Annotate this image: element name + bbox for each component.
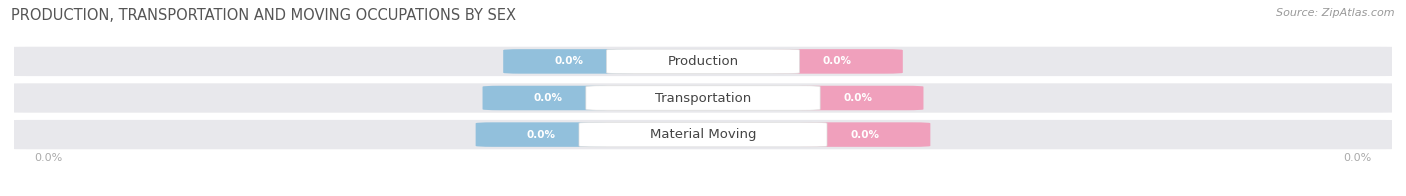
Text: 0.0%: 0.0% (527, 130, 555, 140)
FancyBboxPatch shape (0, 46, 1406, 77)
FancyBboxPatch shape (579, 122, 827, 147)
FancyBboxPatch shape (772, 49, 903, 74)
FancyBboxPatch shape (0, 82, 1406, 114)
FancyBboxPatch shape (793, 86, 924, 110)
Text: 0.0%: 0.0% (554, 56, 583, 66)
Text: Source: ZipAtlas.com: Source: ZipAtlas.com (1277, 8, 1395, 18)
Text: 0.0%: 0.0% (35, 153, 63, 163)
FancyBboxPatch shape (0, 119, 1406, 150)
Text: 0.0%: 0.0% (844, 93, 873, 103)
Text: Material Moving: Material Moving (650, 128, 756, 141)
Text: 0.0%: 0.0% (1343, 153, 1371, 163)
FancyBboxPatch shape (586, 86, 820, 110)
FancyBboxPatch shape (503, 49, 634, 74)
FancyBboxPatch shape (800, 122, 931, 147)
Legend: Male, Female: Male, Female (644, 193, 762, 196)
Text: PRODUCTION, TRANSPORTATION AND MOVING OCCUPATIONS BY SEX: PRODUCTION, TRANSPORTATION AND MOVING OC… (11, 8, 516, 23)
Text: Production: Production (668, 55, 738, 68)
Text: Transportation: Transportation (655, 92, 751, 104)
Text: 0.0%: 0.0% (533, 93, 562, 103)
FancyBboxPatch shape (606, 49, 800, 74)
FancyBboxPatch shape (482, 86, 613, 110)
FancyBboxPatch shape (475, 122, 606, 147)
Text: 0.0%: 0.0% (851, 130, 879, 140)
Text: 0.0%: 0.0% (823, 56, 852, 66)
